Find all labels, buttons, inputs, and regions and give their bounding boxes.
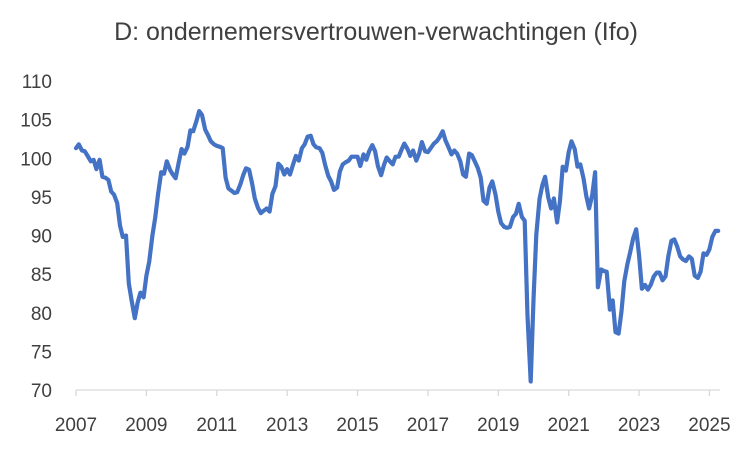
- x-tick-label: 2021: [548, 415, 590, 436]
- x-axis-ticks: 2007 2009 2011 2013 2015 2017 2019 2021 2023 2025: [55, 390, 731, 436]
- x-tick-label: 2007: [55, 415, 97, 436]
- y-tick-label: 85: [31, 265, 52, 286]
- x-tick-label: 2025: [688, 415, 730, 436]
- x-tick-label: 2017: [407, 415, 449, 436]
- x-tick-label: 2015: [336, 415, 378, 436]
- x-tick-label: 2011: [196, 415, 237, 436]
- x-tick-label: 2023: [618, 415, 660, 436]
- y-tick-label: 95: [31, 188, 52, 209]
- y-tick-label: 110: [22, 72, 52, 93]
- x-tick-label: 2013: [266, 415, 308, 436]
- y-tick-label: 90: [31, 227, 52, 248]
- series-layer: [73, 108, 721, 384]
- series-line-0: [73, 108, 721, 384]
- y-tick-label: 105: [20, 111, 52, 132]
- y-tick-label: 70: [31, 381, 52, 402]
- chart-title: D: ondernemersvertrouwen-verwachtingen (…: [114, 18, 638, 46]
- x-tick-label: 2019: [477, 415, 519, 436]
- x-tick-label: 2009: [125, 415, 167, 436]
- y-tick-label: 75: [31, 342, 52, 363]
- y-axis-ticks: 70 75 80 85 90 95 100 105 110: [20, 72, 52, 402]
- y-tick-label: 80: [31, 304, 52, 325]
- y-tick-label: 100: [20, 149, 52, 170]
